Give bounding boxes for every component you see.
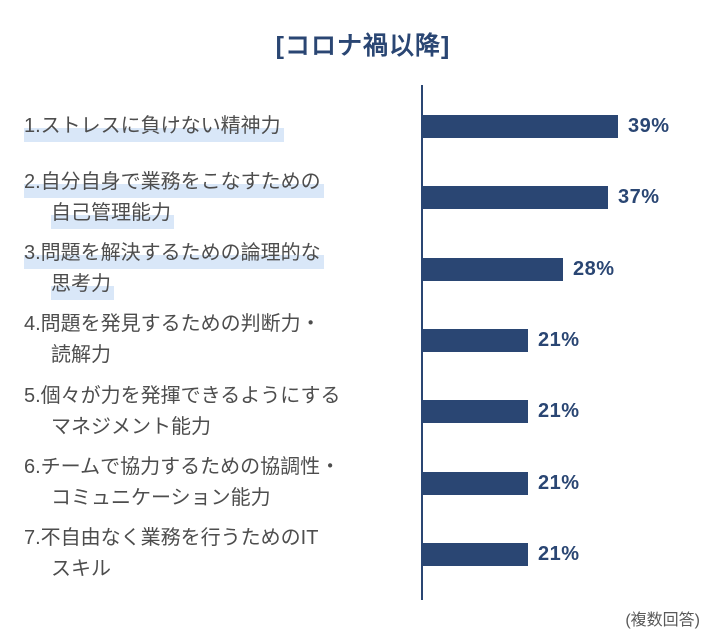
category-label-line: 2.自分自身で業務をこなすための <box>24 166 324 198</box>
category-label-line: 1.ストレスに負けない精神力 <box>24 111 284 143</box>
chart-row: 7.不自由なく業務を行うためのIT スキル 21% <box>0 519 726 590</box>
category-label: 6.チームで協力するための協調性・コミュニケーション能力 <box>0 452 423 514</box>
value-label: 39% <box>628 115 670 138</box>
category-label-line: 6.チームで協力するための協調性・ <box>24 456 341 479</box>
chart-row: 6.チームで協力するための協調性・コミュニケーション能力 21% <box>0 447 726 518</box>
category-label-line: コミュニケーション能力 <box>51 487 271 510</box>
category-label-line: 自己管理能力 <box>51 197 174 229</box>
category-label-line: 4.問題を発見するための判断力・ <box>24 313 321 336</box>
value-label: 21% <box>538 328 580 351</box>
category-label-line: 5.個々が力を発揮できるようにする <box>24 384 341 407</box>
category-label-line: 思考力 <box>51 269 114 301</box>
bar <box>423 471 528 495</box>
category-label-line: マネジメント能力 <box>51 415 211 438</box>
bar-cell: 28% <box>423 234 726 305</box>
chart-title: [コロナ禍以降] <box>275 32 451 60</box>
chart-row: 1.ストレスに負けない精神力 39% <box>0 91 726 162</box>
category-label: 3.問題を解決するための論理的な 思考力 <box>0 238 423 301</box>
chart-row: 5.個々が力を発揮できるようにするマネジメント能力 21% <box>0 376 726 447</box>
category-label-line: 3.問題を解決するための論理的な <box>24 238 324 270</box>
category-label-line: 7.不自由なく業務を行うためのIT <box>24 527 319 550</box>
value-label: 37% <box>618 186 660 209</box>
bar-cell: 37% <box>423 162 726 233</box>
bar-cell: 21% <box>423 376 726 447</box>
y-axis-line <box>421 85 423 600</box>
category-label-line: スキル <box>51 558 111 581</box>
value-label: 21% <box>538 471 580 494</box>
category-label: 2.自分自身で業務をこなすための 自己管理能力 <box>0 166 423 229</box>
category-label: 5.個々が力を発揮できるようにするマネジメント能力 <box>0 381 423 443</box>
bar <box>423 257 563 281</box>
value-label: 28% <box>573 257 615 280</box>
bar-cell: 21% <box>423 305 726 376</box>
bar <box>423 328 528 352</box>
category-label-line: 読解力 <box>51 344 111 367</box>
multiple-answers-note: (複数回答) <box>625 612 700 629</box>
category-label: 4.問題を発見するための判断力・読解力 <box>0 309 423 371</box>
value-label: 21% <box>538 542 580 565</box>
bar-cell: 39% <box>423 91 726 162</box>
bar <box>423 542 528 566</box>
value-label: 21% <box>538 400 580 423</box>
bar-cell: 21% <box>423 519 726 590</box>
bar <box>423 400 528 424</box>
bar-chart: 1.ストレスに負けない精神力 39% 2.自分自身で業務をこなすための 自己管理能力 3… <box>0 91 726 590</box>
chart-row: 4.問題を発見するための判断力・読解力 21% <box>0 305 726 376</box>
bar <box>423 186 608 210</box>
chart-row: 2.自分自身で業務をこなすための 自己管理能力 37% <box>0 162 726 233</box>
category-label: 1.ストレスに負けない精神力 <box>0 111 423 143</box>
category-label: 7.不自由なく業務を行うためのIT スキル <box>0 523 423 585</box>
chart-row: 3.問題を解決するための論理的な 思考力 28% <box>0 234 726 305</box>
bar <box>423 115 618 139</box>
bar-cell: 21% <box>423 447 726 518</box>
